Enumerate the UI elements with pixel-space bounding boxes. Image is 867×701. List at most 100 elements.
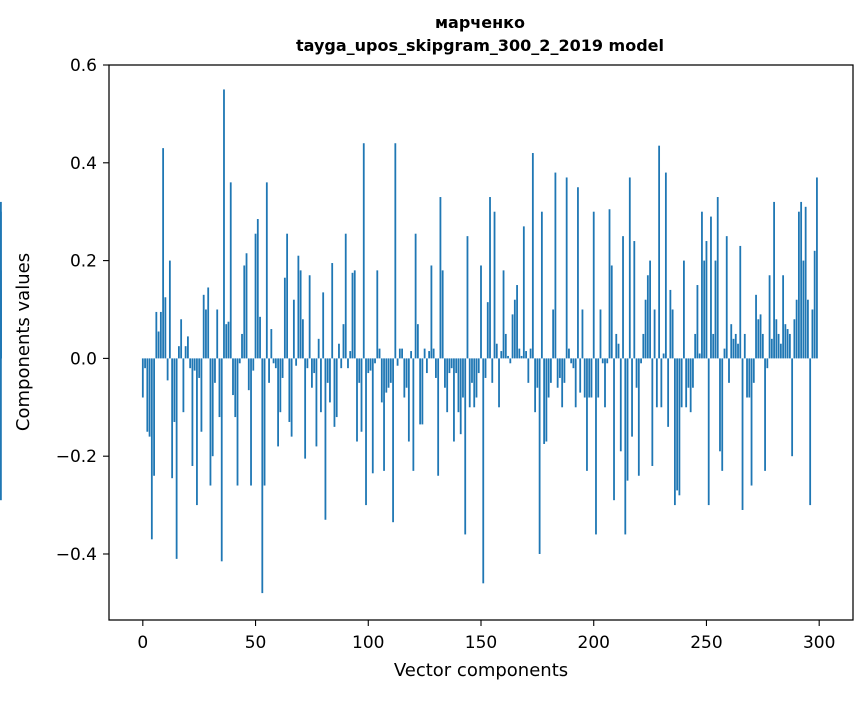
bar [342,324,345,359]
bar [141,358,144,398]
bar [813,250,816,359]
bar [290,358,293,437]
bar [250,358,252,486]
bar [759,314,762,359]
bar [748,358,751,398]
x-tick-label: 300 [803,633,835,653]
bar [304,358,307,459]
bar [385,358,388,393]
bar [437,358,440,476]
bar [786,329,789,359]
bar [283,277,286,359]
bar [536,358,539,388]
bar [673,358,676,506]
bar [595,358,597,535]
bar [315,358,318,447]
bar [692,358,694,388]
bar [177,346,180,359]
bar [353,270,356,359]
bar [522,226,525,359]
bar [689,358,692,413]
bar [637,358,640,476]
bar [683,260,685,359]
bar [270,329,273,359]
bar [360,358,363,432]
bar [495,343,498,359]
bar [466,236,469,359]
bar [597,358,600,398]
bar [459,358,462,435]
bar [606,358,609,364]
bar [653,309,656,359]
bar [504,333,507,359]
bar [484,358,487,378]
bar [367,358,370,374]
bar [752,358,755,383]
bar [816,177,818,359]
bar [200,358,203,432]
bar [746,358,748,398]
bar [624,358,627,535]
bar [259,316,261,359]
bar [308,275,311,359]
bar [696,285,699,359]
bar [581,309,584,359]
bar [784,324,787,359]
bar [322,292,325,359]
bar [732,338,735,359]
bar [193,358,196,371]
bar [171,358,174,479]
bar [198,358,201,378]
bar [489,197,491,359]
bar [311,358,313,388]
bar [568,348,570,359]
y-tick-label: −0.2 [56,447,97,467]
bar [205,309,207,359]
bar [401,348,403,359]
bar [633,241,636,359]
bar [615,333,618,359]
bar [671,309,674,359]
bar [685,358,688,408]
bar [791,358,794,457]
bar [168,260,171,359]
bar [376,270,379,359]
bar [498,358,500,408]
bar [191,358,194,466]
bar [680,358,683,408]
bar [216,309,219,359]
bar [626,358,629,481]
bar [586,358,588,471]
x-axis: 0 50 100 150 200 250 300 [137,620,835,653]
bar [189,358,192,369]
bar [263,358,266,486]
bar [317,338,320,359]
bar [750,358,753,486]
bar [389,358,392,383]
bar [468,358,471,408]
bar [475,358,478,398]
bar [180,319,183,359]
bar [538,358,541,554]
bar [211,358,214,457]
bar [534,358,537,413]
bar [288,358,291,422]
bar [209,358,212,486]
bar [486,302,489,359]
bar [281,358,284,378]
x-tick-label: 100 [352,633,384,653]
bar [464,358,467,535]
bar [572,358,575,369]
bar [768,275,771,359]
bar [234,358,237,418]
bar [398,348,401,359]
bar [590,358,593,398]
bar [473,358,476,408]
bar [554,172,557,359]
bar [340,358,343,369]
x-tick-label: 150 [465,633,497,653]
bar [0,211,2,359]
bar [232,358,234,396]
bar [349,351,352,359]
bar [378,348,381,359]
